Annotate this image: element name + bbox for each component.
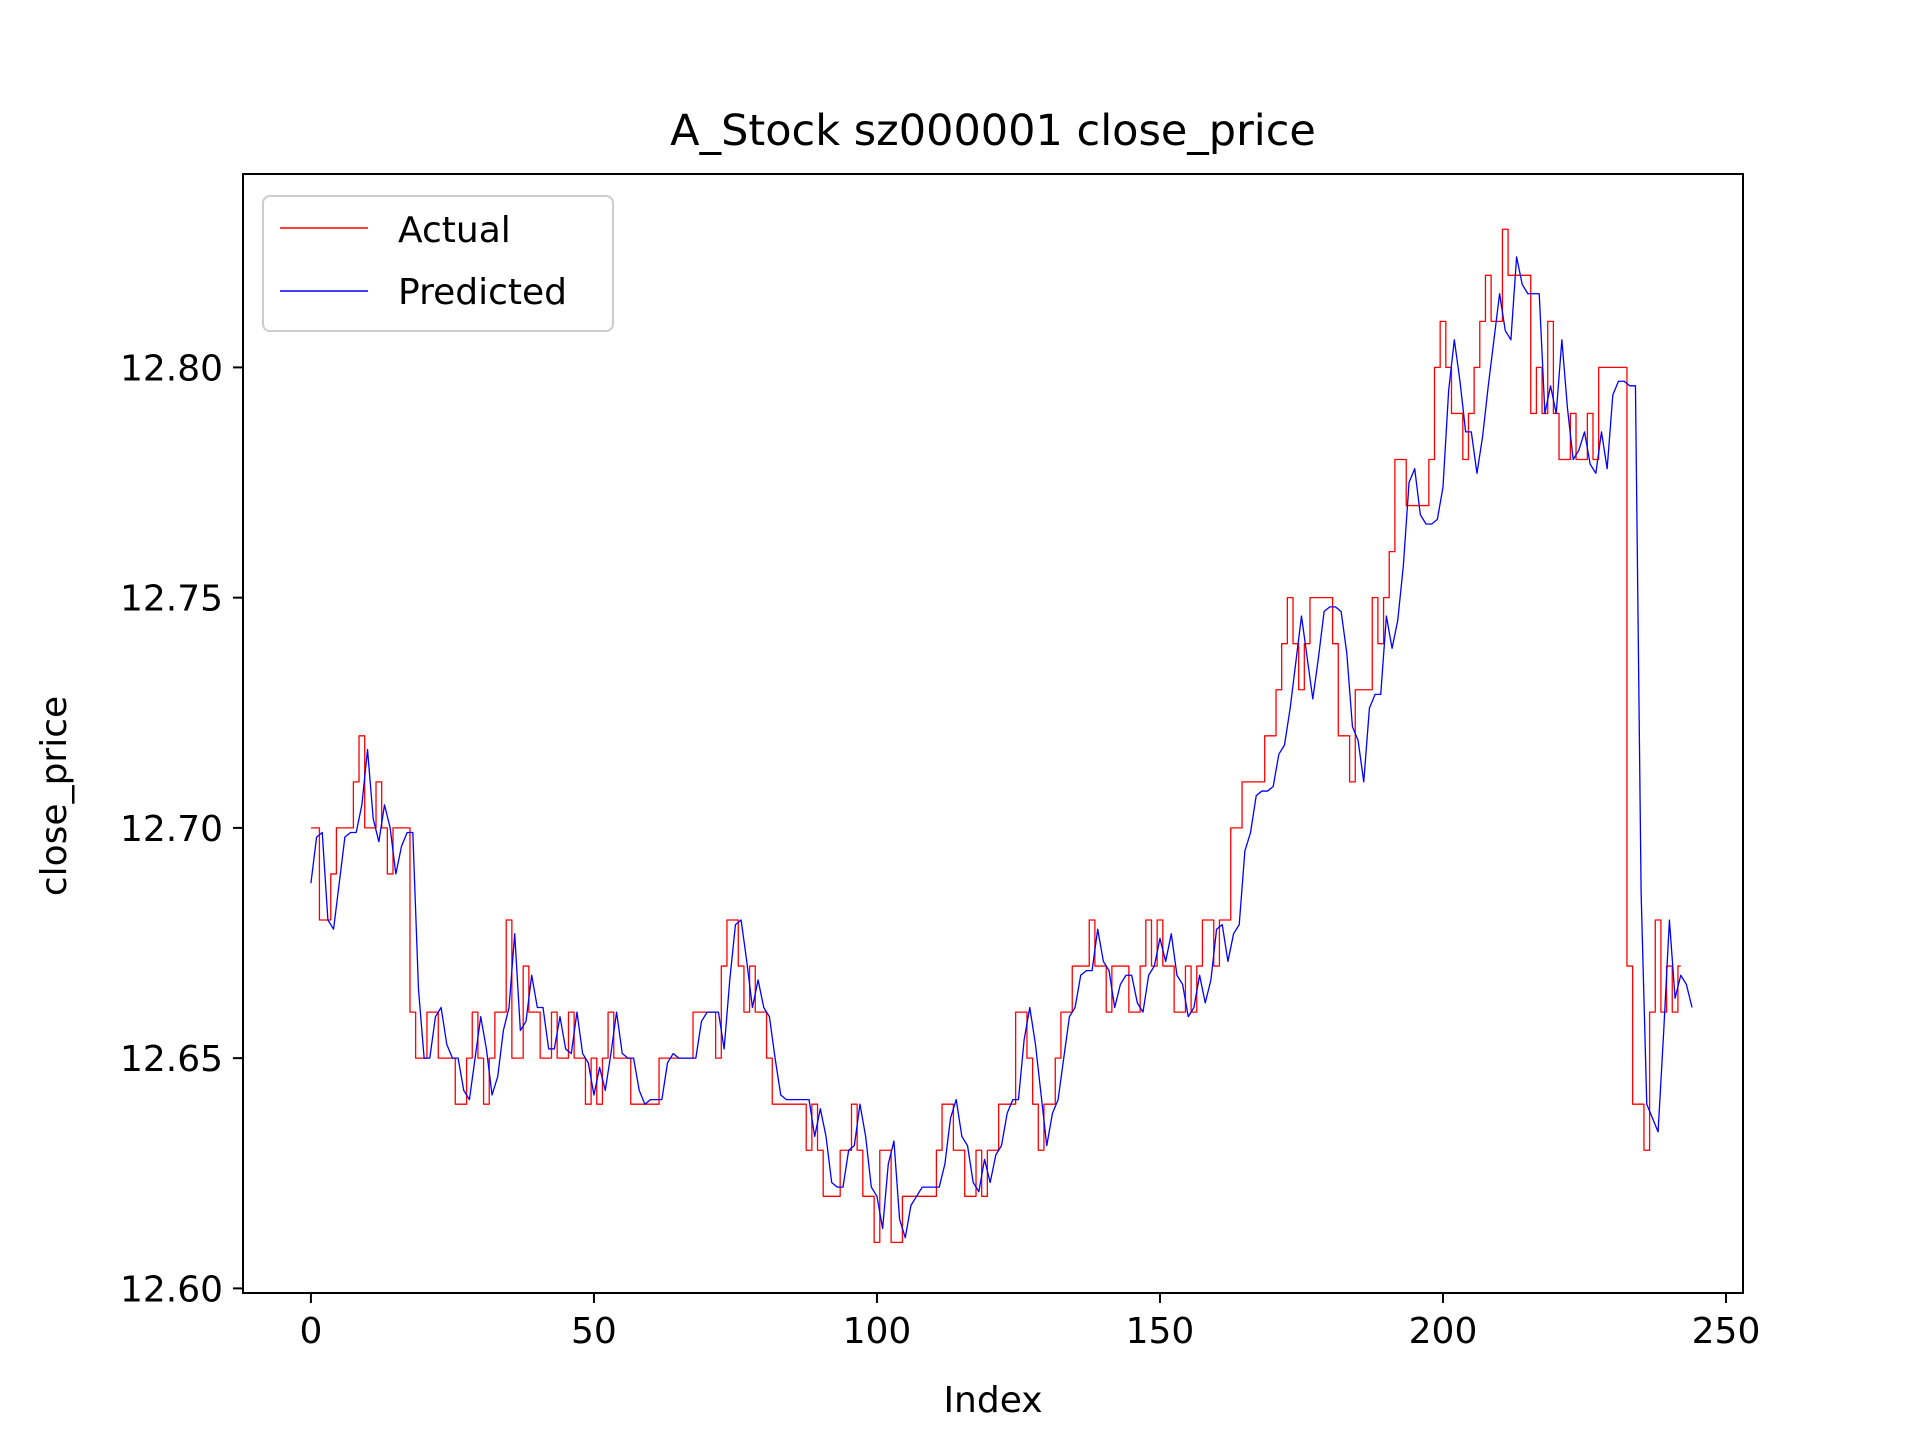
x-tick-label: 100 xyxy=(843,1311,912,1352)
x-axis: 0 50 100 150 200 250 xyxy=(299,1293,1760,1352)
legend-box xyxy=(262,195,614,332)
y-tick-label: 12.65 xyxy=(120,1039,223,1080)
legend: Actual Predicted xyxy=(262,195,614,332)
series-line-actual xyxy=(310,228,1681,1243)
y-tick-label: 12.75 xyxy=(120,579,223,620)
series-layer xyxy=(310,228,1693,1243)
x-tick-label: 0 xyxy=(299,1311,322,1352)
y-axis: 12.60 12.65 12.70 12.75 12.80 xyxy=(120,348,243,1310)
series-line-predicted xyxy=(310,256,1693,1239)
x-tick-label: 250 xyxy=(1692,1311,1761,1352)
legend-label-predicted: Predicted xyxy=(398,272,567,313)
y-tick-label: 12.80 xyxy=(120,348,223,389)
y-axis-title: close_price xyxy=(34,696,75,896)
legend-label-actual: Actual xyxy=(398,210,511,251)
x-axis-title: Index xyxy=(943,1380,1042,1421)
y-tick-label: 12.70 xyxy=(120,809,223,850)
x-tick-label: 150 xyxy=(1126,1311,1195,1352)
y-tick-label: 12.60 xyxy=(120,1269,223,1310)
x-tick-label: 200 xyxy=(1409,1311,1478,1352)
chart-title: A_Stock sz000001 close_price xyxy=(670,106,1316,156)
plot-area-frame xyxy=(242,173,1744,1294)
x-tick-label: 50 xyxy=(571,1311,617,1352)
